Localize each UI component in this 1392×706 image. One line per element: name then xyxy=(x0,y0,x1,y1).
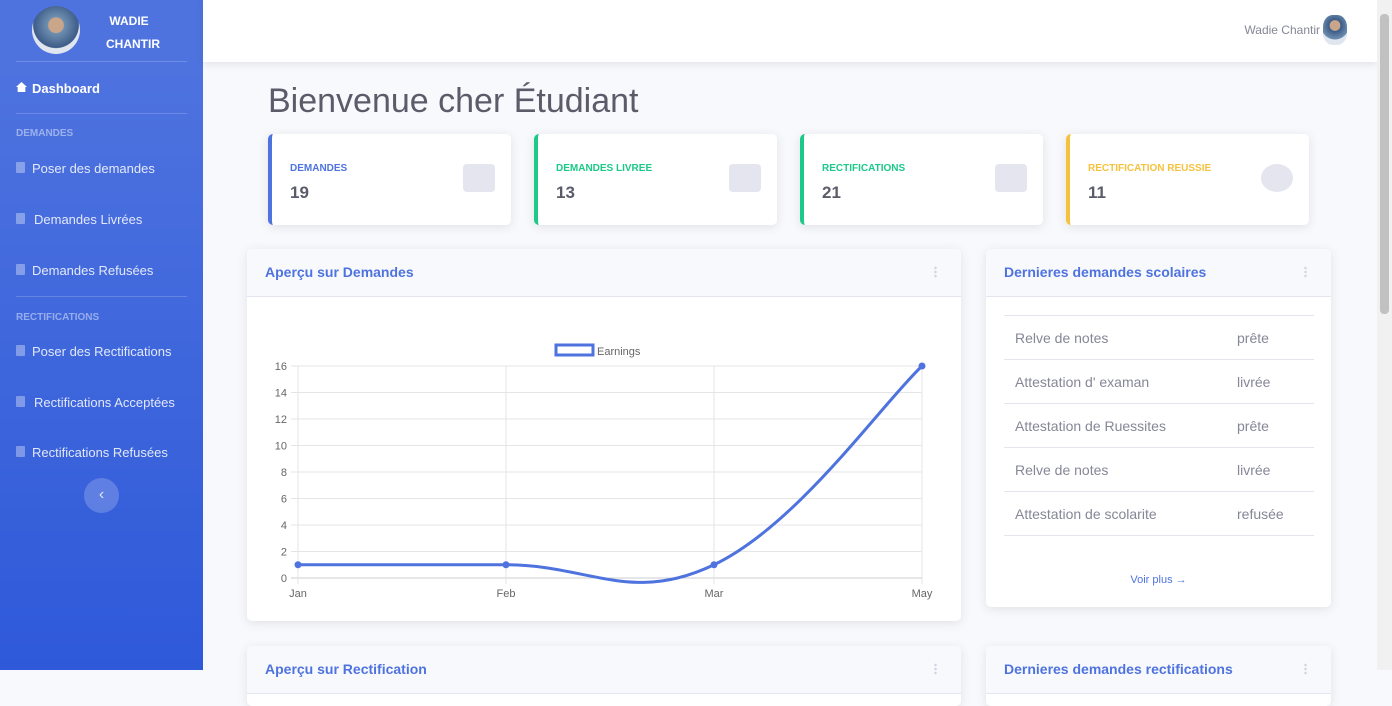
nav-item[interactable]: Demandes Livrées xyxy=(34,212,143,227)
card-icon xyxy=(463,164,495,192)
panel-title: Aperçu sur Demandes xyxy=(265,264,414,280)
y-tick-label: 16 xyxy=(275,361,287,373)
row-title: Attestation d' examan xyxy=(1015,374,1150,390)
x-tick-label: Mar xyxy=(705,588,724,600)
nav-icon xyxy=(16,446,25,457)
point xyxy=(918,362,926,370)
sidebar-toggle[interactable]: ‹ xyxy=(84,478,119,513)
card-icon xyxy=(995,164,1027,192)
row-status: livrée xyxy=(1237,462,1271,478)
menu[interactable] xyxy=(1304,266,1307,278)
stat-card: DEMANDES 19 xyxy=(268,134,511,225)
home-icon xyxy=(16,82,27,92)
x-tick-label: Feb xyxy=(497,588,516,600)
nav-item[interactable]: Rectifications Refusées xyxy=(32,445,168,460)
sidebar: WADIE CHANTIR Dashboard DEMANDES Poser de… xyxy=(0,0,203,670)
nav-icon xyxy=(16,162,25,173)
brand-first: WADIE xyxy=(109,14,149,28)
card-value: 13 xyxy=(556,183,575,202)
chart-panel: Aperçu sur Demandes xyxy=(247,249,961,621)
list-row: Attestation d' examan livrée xyxy=(1004,359,1314,404)
row-title: Relve de notes xyxy=(1015,330,1109,346)
list-row: Attestation de Ruessites prête xyxy=(1004,403,1314,448)
nav-heading: RECTIFICATIONS xyxy=(16,312,100,323)
list-row-end xyxy=(1004,535,1314,536)
card-value: 19 xyxy=(290,183,309,202)
row-status: prête xyxy=(1237,330,1269,346)
point xyxy=(502,561,510,569)
row-status: prête xyxy=(1237,418,1269,434)
user-name[interactable]: Wadie Chantir xyxy=(1244,23,1320,37)
y-tick-label: 14 xyxy=(275,388,287,400)
scrollbar xyxy=(1377,0,1392,670)
recent-panel: Dernieres demandes scolaires Relve de no… xyxy=(986,249,1331,607)
y-tick-label: 10 xyxy=(275,441,287,453)
card-label: RECTIFICATIONS xyxy=(822,163,906,174)
card-value: 21 xyxy=(822,183,841,202)
y-tick-label: 4 xyxy=(281,520,287,532)
card-icon xyxy=(1261,164,1293,192)
x-tick-label: Jan xyxy=(289,588,307,600)
row-title: Attestation de Ruessites xyxy=(1015,418,1166,434)
page-title: Bienvenue cher Étudiant xyxy=(268,82,639,120)
stat-card: RECTIFICATION REUSSIE 11 xyxy=(1066,134,1309,225)
card-icon xyxy=(729,164,761,192)
more-link[interactable]: Voir plus → xyxy=(1130,574,1187,586)
y-tick-label: 8 xyxy=(281,467,287,479)
nav-icon xyxy=(16,345,25,356)
stat-card: RECTIFICATIONS 21 xyxy=(800,134,1043,225)
card-label: DEMANDES xyxy=(290,163,348,174)
legend-label: Earnings xyxy=(597,346,641,358)
nav-item[interactable]: Poser des Rectifications xyxy=(32,344,172,359)
y-tick-label: 6 xyxy=(281,494,287,506)
topbar: Wadie Chantir xyxy=(203,0,1377,62)
x-tick-label: May xyxy=(912,588,933,600)
y-tick-label: 0 xyxy=(281,573,287,585)
card-label: RECTIFICATION REUSSIE xyxy=(1088,163,1212,174)
nav-icon xyxy=(16,396,25,407)
chart: 0 2 4 6 8 10 12 14 16 Jan Feb Mar May Earnings xyxy=(275,343,933,600)
list-row: Relve de notes prête xyxy=(1004,315,1314,360)
row-title: Attestation de scolarite xyxy=(1015,506,1157,522)
legend-swatch xyxy=(554,343,595,357)
nav-heading: DEMANDES xyxy=(16,128,74,139)
panel-title: Dernieres demandes scolaires xyxy=(1004,264,1207,280)
brand-last: CHANTIR xyxy=(106,37,160,51)
card-value: 11 xyxy=(1088,183,1106,202)
row-status: refusée xyxy=(1237,506,1284,522)
stat-card: DEMANDES LIVREE 13 xyxy=(534,134,777,225)
card-label: DEMANDES LIVREE xyxy=(556,163,653,174)
list-row: Attestation de scolarite refusée xyxy=(1004,491,1314,536)
point xyxy=(294,561,302,569)
user-avatar[interactable] xyxy=(1323,15,1347,45)
nav-icon xyxy=(16,264,25,275)
y-tick-label: 2 xyxy=(281,547,287,559)
avatar xyxy=(32,6,80,54)
nav-item[interactable]: Rectifications Acceptées xyxy=(34,395,175,410)
row-status: livrée xyxy=(1237,374,1271,390)
row-title: Relve de notes xyxy=(1015,462,1109,478)
nav-icon xyxy=(16,213,25,224)
nav-dashboard[interactable]: Dashboard xyxy=(32,81,100,96)
nav-item[interactable]: Demandes Refusées xyxy=(32,263,154,278)
menu[interactable] xyxy=(934,266,937,278)
nav-item[interactable]: Poser des demandes xyxy=(32,161,155,176)
list-row: Relve de notes livrée xyxy=(1004,447,1314,492)
point xyxy=(710,561,718,569)
y-tick-label: 12 xyxy=(275,414,287,426)
line xyxy=(298,364,924,584)
